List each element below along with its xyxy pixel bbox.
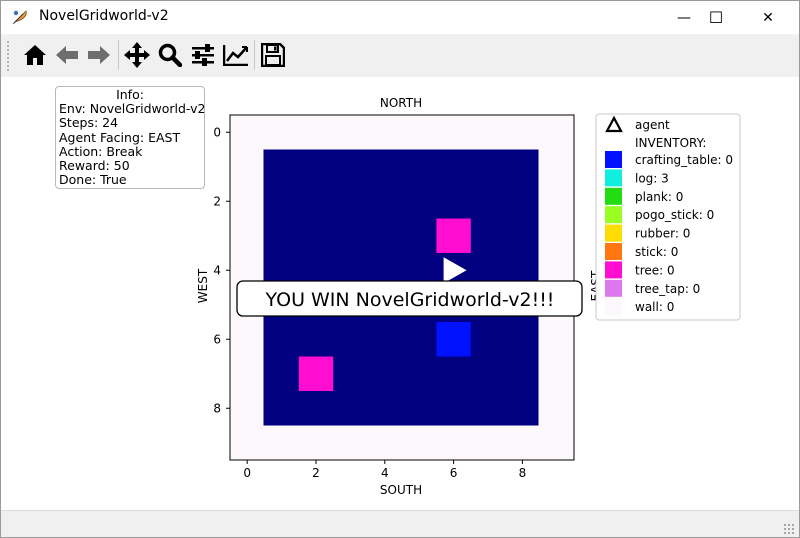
tree-cell [298,356,334,391]
info-steps: Steps: 24 [59,115,119,131]
legend-swatch [605,261,622,279]
tree-cell [436,218,471,253]
info-done: Done: True [59,172,127,188]
y-tick-label: 2 [213,194,221,208]
toolbar-grip [6,40,10,72]
legend-agent-triangle-icon [605,115,623,133]
west-label: WEST [196,268,210,303]
maximize-button[interactable]: ☐ [693,1,739,34]
close-icon: ✕ [762,9,774,26]
legend-item-label: crafting_table: 0 [635,153,733,167]
legend-swatch [605,187,622,205]
save-button[interactable] [258,40,288,70]
title-bar: NovelGridworld-v2 — ☐ ✕ [1,1,799,34]
legend-swatch [605,206,622,224]
win-message-box [236,280,583,317]
info-reward: Reward: 50 [59,158,130,174]
x-tick-label: 0 [243,466,251,480]
legend: agent INVENTORY: crafting_table: 0 log: 3… [595,113,741,321]
agent-marker [443,257,467,284]
toolbar-separator [118,40,119,70]
minimize-button[interactable]: — [661,1,707,34]
toolbar-separator [254,40,255,70]
resize-grip-icon[interactable] [783,523,795,535]
feather-app-icon [12,10,27,25]
figure-canvas[interactable]: Info: Env: NovelGridworld-v2 Steps: 24 A… [1,77,799,510]
configure-subplots-button[interactable] [188,40,218,70]
legend-agent-label: agent [635,118,670,132]
zoom-button[interactable] [155,40,185,70]
y-tick-label: 8 [213,401,221,415]
legend-swatch [605,279,622,297]
edit-axis-button[interactable] [221,40,251,70]
zoom-icon [158,43,182,67]
legend-swatch [605,298,622,316]
configure-subplots-icon [192,44,214,66]
info-action: Action: Break [59,143,143,159]
close-button[interactable]: ✕ [745,1,791,34]
legend-swatch [605,151,622,168]
back-arrow-icon [56,46,78,64]
legend-item-label: tree_tap: 0 [635,282,700,296]
edit-axis-icon [223,45,248,66]
x-tick-label: 6 [450,466,458,480]
legend-swatch [605,243,622,260]
x-tick-label: 8 [519,466,527,480]
navigation-toolbar [1,34,799,77]
legend-item-label: log: 3 [635,171,669,185]
crafting-table-cell [436,322,471,357]
back-button[interactable] [52,40,82,70]
south-label: SOUTH [380,483,422,497]
info-env: Env: NovelGridworld-v2 [59,101,206,117]
pan-icon [124,42,150,68]
home-button[interactable] [20,40,50,70]
legend-item-label: stick: 0 [635,245,678,259]
home-icon [24,45,46,65]
legend-item-label: wall: 0 [635,300,674,314]
x-tick-label: 2 [312,466,320,480]
y-tick-label: 4 [213,263,221,277]
info-header: Info: [116,87,144,102]
minimize-icon: — [677,9,691,26]
maximize-icon: ☐ [708,8,724,27]
info-agent-facing: Agent Facing: EAST [59,129,181,145]
legend-item-label: rubber: 0 [635,227,690,241]
forward-button[interactable] [84,40,114,70]
save-icon [261,43,285,67]
win-message: YOU WIN NovelGridworld-v2!!! [265,289,555,311]
north-label: NORTH [380,96,422,110]
y-tick-label: 0 [213,125,221,139]
forward-arrow-icon [88,46,110,64]
legend-item-label: pogo_stick: 0 [635,208,714,222]
legend-frame [595,113,741,321]
pan-button[interactable] [122,40,152,70]
legend-swatch [605,224,622,242]
legend-swatch [605,169,622,187]
legend-inventory-header: INVENTORY: [635,136,706,150]
window-title: NovelGridworld-v2 [39,8,169,24]
legend-item-label: plank: 0 [635,190,683,204]
legend-item-label: tree: 0 [635,263,675,277]
y-tick-label: 6 [213,332,221,346]
x-tick-label: 4 [381,466,389,480]
info-panel: Info: Env: NovelGridworld-v2 Steps: 24 A… [55,86,205,189]
status-bar [1,510,799,537]
